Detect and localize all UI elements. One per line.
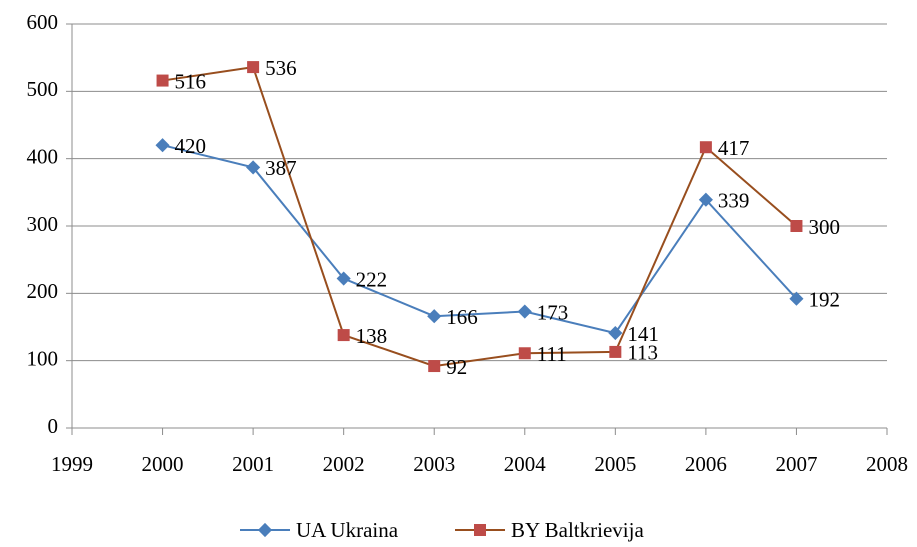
y-tick-label: 600	[27, 10, 59, 34]
legend-marker	[257, 522, 273, 538]
data-point	[517, 304, 532, 319]
data-point	[790, 220, 803, 232]
x-tick-label: 2001	[232, 452, 274, 476]
data-point	[337, 329, 350, 342]
data-point	[156, 74, 169, 87]
data-label: 420	[175, 134, 207, 158]
legend-label: UA Ukraina	[296, 518, 399, 542]
data-label: 417	[718, 136, 750, 160]
data-label: 536	[265, 56, 297, 80]
data-point	[698, 192, 713, 207]
data-label: 166	[446, 305, 478, 329]
data-label: 300	[808, 215, 840, 239]
x-tick-label: 2002	[323, 452, 365, 476]
x-tick-label: 2004	[504, 452, 547, 476]
x-tick-label: 2000	[142, 452, 184, 476]
series-line	[162, 144, 798, 335]
data-label: 222	[356, 267, 388, 291]
x-tick-label: 2005	[594, 452, 636, 476]
legend-marker	[474, 524, 486, 536]
data-point	[789, 291, 804, 306]
data-point	[155, 138, 170, 153]
data-point	[247, 61, 260, 74]
x-tick-label: 2007	[775, 452, 817, 476]
data-label: 92	[446, 355, 467, 379]
y-tick-label: 200	[27, 279, 59, 303]
data-point	[518, 347, 531, 360]
data-label: 516	[175, 69, 207, 93]
data-label: 113	[627, 341, 658, 365]
y-tick-label: 0	[48, 414, 59, 438]
x-tick-label: 2006	[685, 452, 727, 476]
y-tick-label: 100	[27, 346, 59, 370]
data-point	[699, 141, 712, 154]
x-tick-label: 1999	[51, 452, 93, 476]
data-point	[428, 360, 441, 373]
x-tick-label: 2008	[866, 452, 908, 476]
data-label: 387	[265, 156, 297, 180]
data-label: 111	[537, 342, 567, 366]
data-label: 173	[537, 300, 569, 324]
data-label: 339	[718, 189, 750, 213]
data-point	[336, 271, 351, 286]
data-label: 138	[356, 324, 388, 348]
data-point	[427, 309, 442, 324]
y-tick-label: 400	[27, 144, 59, 168]
data-point	[608, 325, 623, 341]
data-point	[246, 160, 261, 175]
legend-label: BY Baltkrievija	[511, 518, 644, 542]
y-tick-label: 300	[27, 212, 59, 236]
y-tick-label: 500	[27, 77, 59, 101]
data-label: 192	[808, 288, 840, 312]
x-tick-label: 2003	[413, 452, 455, 476]
series-line	[162, 65, 798, 368]
data-point	[609, 345, 622, 358]
data-label: 141	[627, 322, 659, 346]
